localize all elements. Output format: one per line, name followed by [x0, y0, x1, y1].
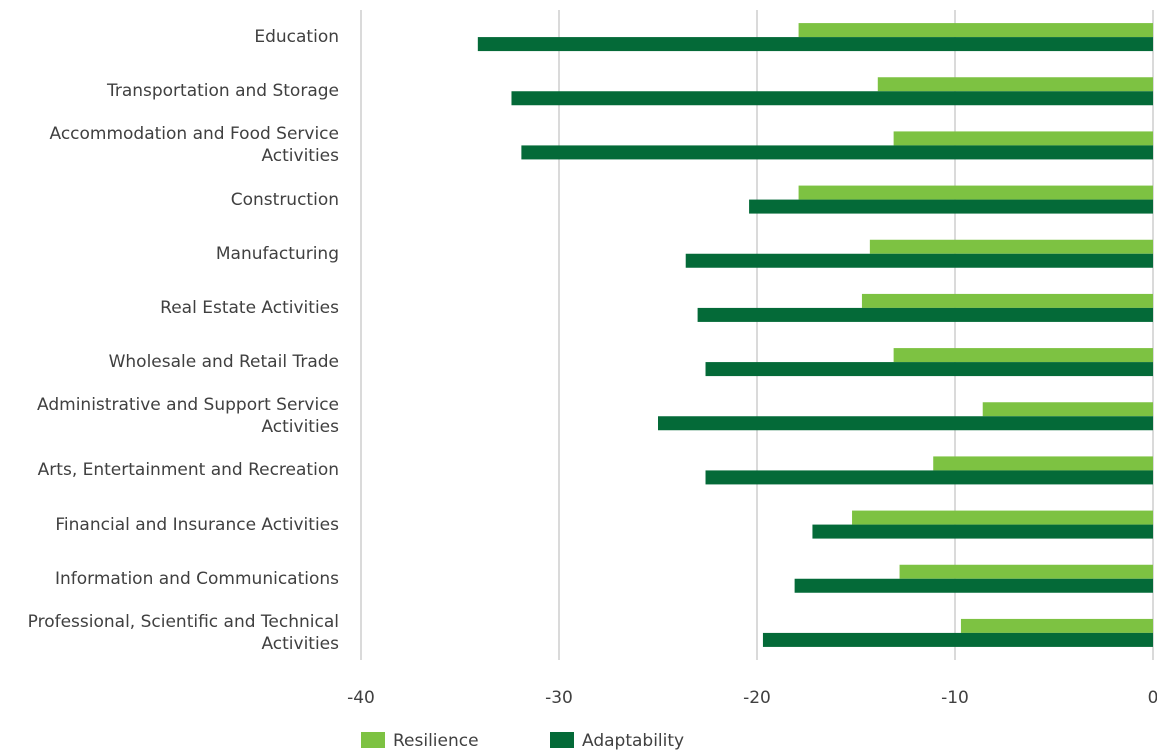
category-label: Information and Communications: [54, 568, 339, 589]
bar: [749, 199, 1153, 214]
x-tick-label: -40: [347, 688, 375, 708]
bar: [762, 632, 1153, 647]
bar: [511, 91, 1154, 106]
bar: [893, 131, 1153, 146]
x-tick-label: -10: [941, 688, 969, 708]
category-label: Accommodation and Food Service Activitie…: [49, 124, 339, 167]
bar: [893, 348, 1153, 363]
category-label: Manufacturing: [215, 243, 339, 264]
bar: [798, 185, 1153, 200]
bar: [960, 618, 1153, 633]
bar: [477, 37, 1153, 52]
bar: [933, 456, 1153, 471]
category-label: Administrative and Support Service Activ…: [37, 395, 339, 438]
category-label: Financial and Insurance Activities: [55, 514, 339, 535]
x-tick-label: 0: [1148, 688, 1157, 708]
legend-swatch: [550, 732, 574, 748]
legend-label: Adaptability: [582, 731, 684, 751]
category-label: Real Estate Activities: [160, 297, 339, 318]
x-tick-label: -30: [545, 688, 573, 708]
category-label: Professional, Scientific and Technical A…: [27, 611, 339, 654]
bar: [705, 470, 1153, 485]
category-label: Arts, Entertainment and Recreation: [37, 460, 339, 481]
bar: [697, 307, 1153, 322]
bar: [685, 253, 1153, 268]
legend-swatch: [361, 732, 385, 748]
bar: [899, 564, 1153, 579]
bar: [869, 239, 1153, 254]
bar: [794, 578, 1153, 593]
bar: [812, 524, 1153, 539]
bar: [877, 77, 1153, 92]
bar: [705, 362, 1153, 377]
bar: [521, 145, 1153, 160]
category-label: Transportation and Storage: [106, 81, 339, 102]
bar: [798, 23, 1153, 38]
category-label: Wholesale and Retail Trade: [108, 352, 339, 373]
legend-label: Resilience: [393, 731, 479, 751]
bar: [658, 416, 1153, 431]
bar: [982, 402, 1153, 417]
category-label: Construction: [230, 189, 339, 210]
bar: [861, 293, 1153, 308]
category-label: Education: [254, 27, 339, 48]
bar: [852, 510, 1153, 525]
x-tick-label: -20: [743, 688, 771, 708]
